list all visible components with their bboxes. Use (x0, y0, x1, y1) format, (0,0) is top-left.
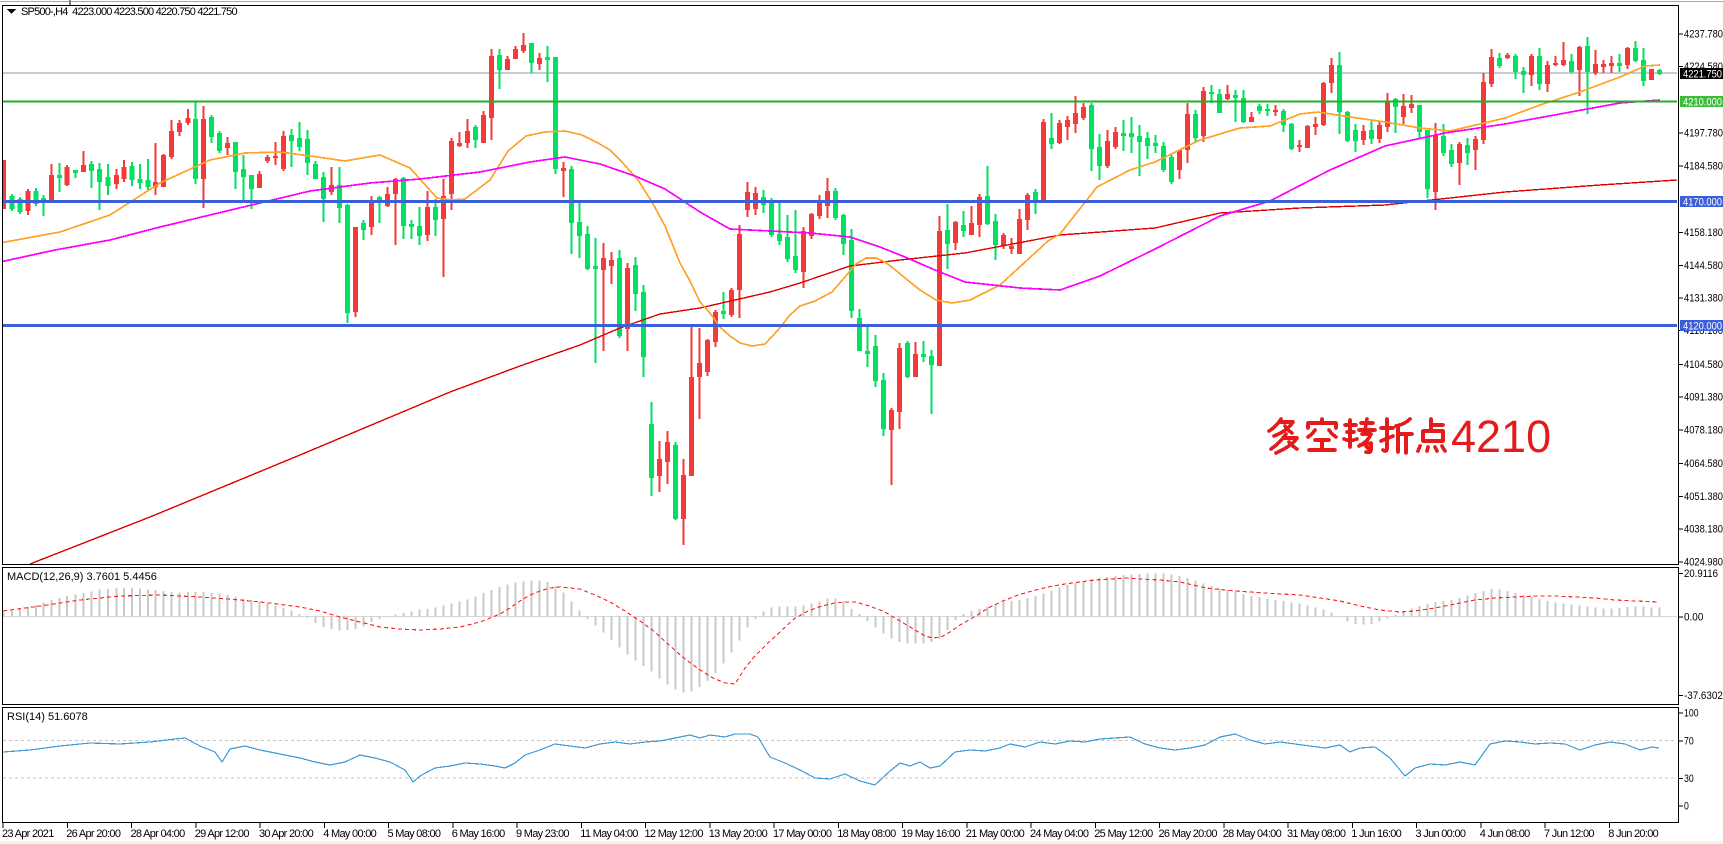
svg-text:3 Jun 00:00: 3 Jun 00:00 (1416, 828, 1466, 840)
svg-text:4051.380: 4051.380 (1684, 491, 1723, 503)
svg-text:MACD(12,26,9) 3.7601 5.4456: MACD(12,26,9) 3.7601 5.4456 (7, 571, 157, 583)
svg-text:4 Jun 08:00: 4 Jun 08:00 (1480, 828, 1530, 840)
svg-text:11 May 04:00: 11 May 04:00 (580, 828, 638, 840)
svg-text:4210: 4210 (1451, 411, 1551, 462)
svg-text:7 Jun 12:00: 7 Jun 12:00 (1544, 828, 1594, 840)
svg-text:29 Apr 12:00: 29 Apr 12:00 (195, 828, 250, 840)
svg-text:12 May 12:00: 12 May 12:00 (645, 828, 704, 840)
svg-text:20.9116: 20.9116 (1684, 568, 1718, 580)
svg-text:30 Apr 20:00: 30 Apr 20:00 (259, 828, 314, 840)
svg-text:4158.180: 4158.180 (1684, 227, 1723, 239)
svg-text:0.00: 0.00 (1684, 612, 1703, 624)
svg-text:4024.980: 4024.980 (1684, 556, 1723, 568)
svg-text:21 May 00:00: 21 May 00:00 (966, 828, 1025, 840)
svg-text:4144.580: 4144.580 (1684, 260, 1723, 272)
svg-text:0: 0 (1684, 801, 1689, 813)
svg-text:4221.750: 4221.750 (1683, 69, 1722, 81)
svg-text:18 May 08:00: 18 May 08:00 (837, 828, 896, 840)
svg-text:30: 30 (1684, 773, 1694, 785)
svg-text:17 May 00:00: 17 May 00:00 (773, 828, 832, 840)
svg-text:4104.580: 4104.580 (1684, 359, 1723, 371)
svg-text:19 May 16:00: 19 May 16:00 (902, 828, 961, 840)
svg-text:70: 70 (1684, 736, 1694, 748)
svg-text:13 May 20:00: 13 May 20:00 (709, 828, 768, 840)
svg-text:5 May 08:00: 5 May 08:00 (388, 828, 441, 840)
svg-text:8 Jun 20:00: 8 Jun 20:00 (1608, 828, 1658, 840)
svg-text:26 May 20:00: 26 May 20:00 (1159, 828, 1218, 840)
svg-text:4197.780: 4197.780 (1684, 128, 1723, 140)
svg-text:SP500-,H4 4223.000 4223.500 4: SP500-,H4 4223.000 4223.500 4220.750 422… (21, 6, 237, 18)
svg-text:6 May 16:00: 6 May 16:00 (452, 828, 505, 840)
svg-text:4131.380: 4131.380 (1684, 293, 1723, 305)
svg-text:1 Jun 16:00: 1 Jun 16:00 (1351, 828, 1401, 840)
svg-text:4091.380: 4091.380 (1684, 392, 1723, 404)
svg-text:4078.180: 4078.180 (1684, 424, 1723, 436)
svg-text:100: 100 (1684, 708, 1699, 720)
svg-text:26 Apr 20:00: 26 Apr 20:00 (66, 828, 121, 840)
svg-text:31 May 08:00: 31 May 08:00 (1287, 828, 1346, 840)
svg-text:4237.780: 4237.780 (1684, 28, 1723, 40)
svg-text:9 May 23:00: 9 May 23:00 (516, 828, 569, 840)
svg-text:4184.580: 4184.580 (1684, 160, 1723, 172)
svg-text:4064.580: 4064.580 (1684, 458, 1723, 470)
svg-text:24 May 04:00: 24 May 04:00 (1030, 828, 1089, 840)
svg-text:23 Apr 2021: 23 Apr 2021 (2, 828, 54, 840)
svg-text:RSI(14) 51.6078: RSI(14) 51.6078 (7, 711, 88, 723)
svg-text:4120.000: 4120.000 (1683, 321, 1722, 333)
svg-text:4038.180: 4038.180 (1684, 524, 1723, 536)
svg-text:4210.000: 4210.000 (1683, 96, 1722, 108)
svg-text:-37.6302: -37.6302 (1684, 690, 1723, 702)
svg-text:25 May 12:00: 25 May 12:00 (1094, 828, 1153, 840)
svg-text:28 Apr 04:00: 28 Apr 04:00 (131, 828, 186, 840)
svg-text:4 May 00:00: 4 May 00:00 (323, 828, 376, 840)
svg-text:28 May 04:00: 28 May 04:00 (1223, 828, 1282, 840)
svg-text:4170.000: 4170.000 (1683, 197, 1722, 209)
